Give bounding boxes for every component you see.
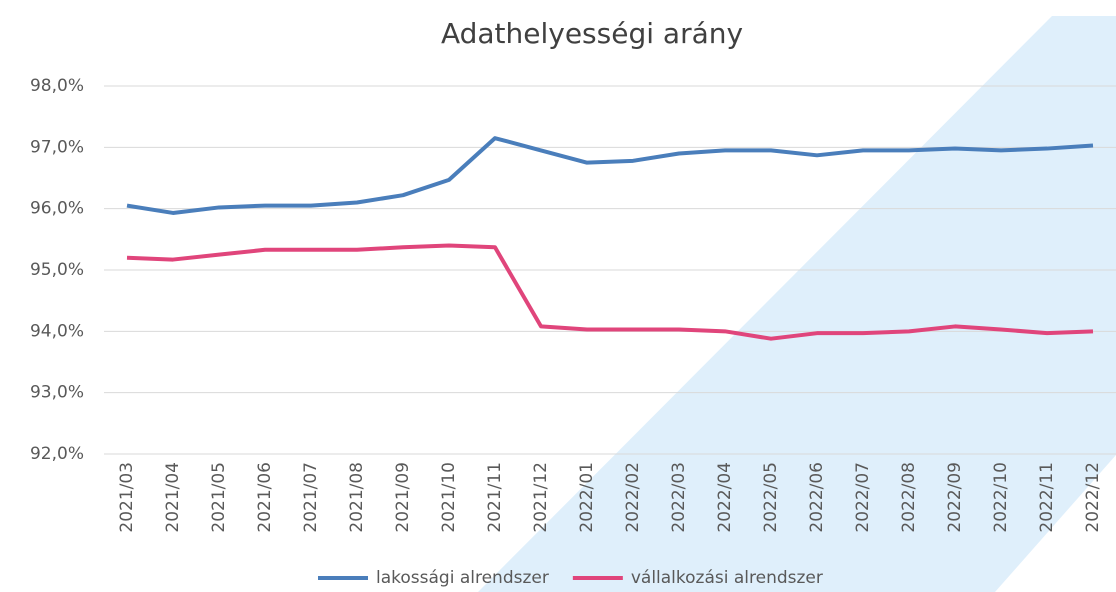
y-tick-label: 92,0% xyxy=(30,444,84,464)
x-tick-label: 2021/06 xyxy=(255,462,275,533)
y-tick-label: 98,0% xyxy=(30,76,84,96)
x-tick-label: 2022/08 xyxy=(899,462,919,533)
background-band xyxy=(478,16,1116,592)
x-tick-label: 2022/03 xyxy=(669,462,689,533)
x-tick-label: 2022/06 xyxy=(807,462,827,533)
y-tick-label: 96,0% xyxy=(30,199,84,219)
y-tick-label: 94,0% xyxy=(30,321,84,341)
x-tick-label: 2021/04 xyxy=(163,462,183,533)
x-tick-label: 2022/11 xyxy=(1037,462,1057,533)
y-tick-label: 93,0% xyxy=(30,383,84,403)
x-tick-label: 2021/09 xyxy=(393,462,413,533)
x-tick-label: 2021/08 xyxy=(347,462,367,533)
x-tick-label: 2021/03 xyxy=(117,462,137,533)
x-tick-label: 2021/10 xyxy=(439,462,459,533)
x-tick-label: 2021/05 xyxy=(209,462,229,533)
x-tick-label: 2022/10 xyxy=(991,462,1011,533)
series-line xyxy=(126,243,1094,341)
x-tick-label: 2022/07 xyxy=(853,462,873,533)
x-tick-label: 2022/09 xyxy=(945,462,965,533)
x-tick-label: 2022/12 xyxy=(1083,462,1103,533)
legend-label: lakossági alrendszer xyxy=(376,568,549,588)
x-tick-label: 2022/02 xyxy=(623,462,643,533)
y-tick-label: 95,0% xyxy=(30,260,84,280)
chart-title: Adathelyességi arány xyxy=(441,17,743,50)
series-line xyxy=(126,136,1094,215)
x-tick-label: 2022/05 xyxy=(761,462,781,533)
x-tick-label: 2022/01 xyxy=(577,462,597,533)
x-tick-label: 2021/07 xyxy=(301,462,321,533)
x-tick-label: 2021/12 xyxy=(531,462,551,533)
x-tick-label: 2022/04 xyxy=(715,462,735,533)
y-tick-label: 97,0% xyxy=(30,137,84,157)
legend-label: vállalkozási alrendszer xyxy=(631,568,823,588)
x-tick-label: 2021/11 xyxy=(485,462,505,533)
